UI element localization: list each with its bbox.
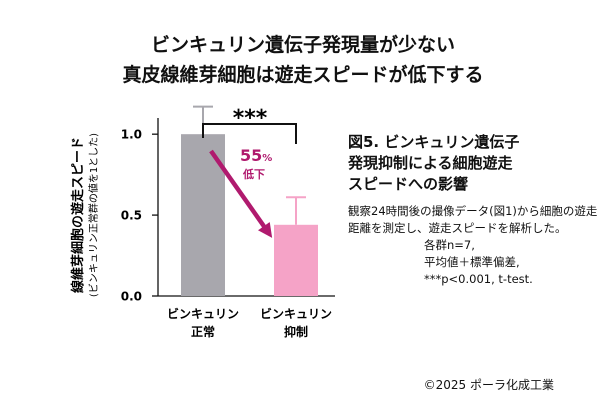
error-bar-suppressed <box>286 196 306 225</box>
bar-suppressed <box>274 224 318 296</box>
y-tick-label: 0.5 <box>121 209 142 223</box>
figure-title-line-3: スピードへの影響 <box>348 175 469 193</box>
significance-marker: *** <box>233 106 268 131</box>
headline-line-1: ビンキュリン遺伝子発現量が少ない <box>150 34 455 56</box>
figure-caption: 図5. ビンキュリン遺伝子 発現抑制による細胞遊走 スピードへの影響 観察24時… <box>348 132 598 288</box>
bars <box>181 105 318 296</box>
reduction-value: 55 <box>240 146 262 165</box>
reduction-label: 低下 <box>242 167 265 181</box>
reduction-percent: 55% <box>240 146 272 165</box>
x-tick-label: ビンキュリン <box>167 306 239 321</box>
y-tick-label: 0.0 <box>121 290 142 304</box>
stat-line-3: ***p<0.001, t-test. <box>424 272 533 286</box>
reduction-unit: % <box>262 153 272 164</box>
x-tick-label: 正常 <box>191 324 215 339</box>
figure-title-line-2: 発現抑制による細胞遊走 <box>348 154 513 172</box>
figure-description: 観察24時間後の撮像データ(図1)から細胞の遊走距離を測定し、遊走スピードを解析… <box>348 204 598 235</box>
stat-line-2: 平均値＋標準偏差, <box>424 255 520 269</box>
y-axis-sublabel: (ビンキュリン正常群の値を1とした) <box>87 133 100 297</box>
statistics-note: 各群n=7, 平均値＋標準偏差, ***p<0.001, t-test. <box>424 237 598 288</box>
y-ticks: 0.0 0.5 1.0 <box>121 128 158 304</box>
y-axis-label: 線維芽細胞の遊走スピード <box>70 137 86 293</box>
x-tick-label: ビンキュリン <box>260 306 332 321</box>
figure-title-line-1: 図5. ビンキュリン遺伝子 <box>348 133 520 151</box>
reduction-arrow <box>209 149 273 238</box>
y-tick-label: 1.0 <box>121 128 142 142</box>
x-tick-label: 抑制 <box>284 324 308 339</box>
stat-line-1: 各群n=7, <box>424 238 475 252</box>
headline: ビンキュリン遺伝子発現量が少ない 真皮線維芽細胞は遊走スピードが低下する <box>0 30 606 90</box>
significance-bracket <box>202 123 297 144</box>
figure-title: 図5. ビンキュリン遺伝子 発現抑制による細胞遊走 スピードへの影響 <box>348 132 598 195</box>
copyright: ©2025 ポーラ化成工業 <box>423 378 554 392</box>
headline-line-2: 真皮線維芽細胞は遊走スピードが低下する <box>122 64 484 86</box>
